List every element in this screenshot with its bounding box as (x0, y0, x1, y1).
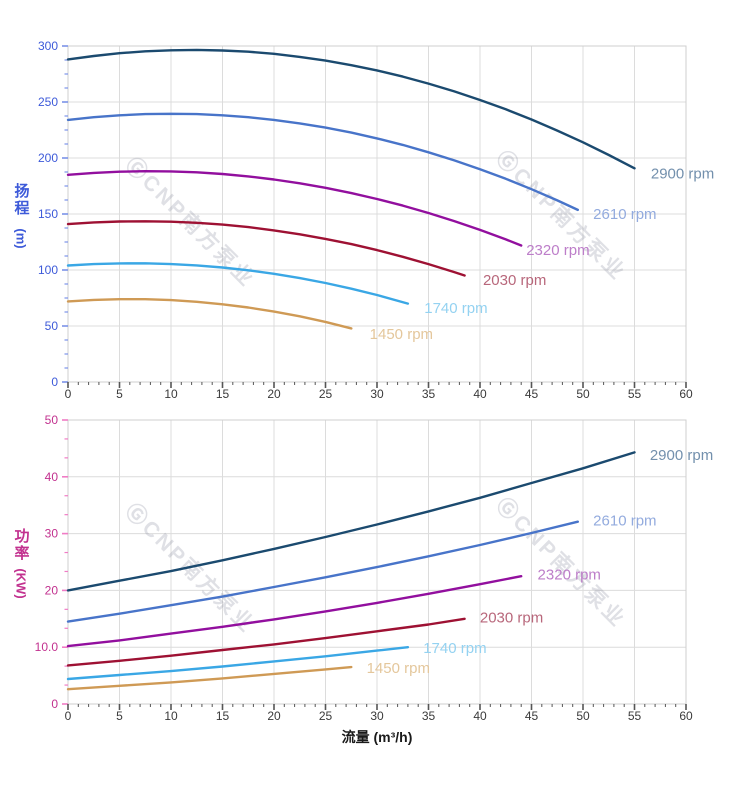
x-tick-label: 0 (65, 387, 72, 401)
x-tick-label: 45 (525, 387, 539, 401)
y-tick-label: 100 (38, 263, 58, 277)
head-axis-unit: (m) (13, 228, 29, 249)
series-label-1450-rpm: 1450 rpm (370, 326, 433, 343)
x-tick-label: 40 (473, 709, 487, 723)
series-label-2900-rpm: 2900 rpm (651, 166, 714, 183)
series-label-2320-rpm: 2320 rpm (538, 566, 601, 583)
x-tick-label: 20 (267, 387, 281, 401)
x-tick-label: 5 (116, 709, 123, 723)
x-tick-label: 30 (370, 709, 384, 723)
y-tick-label: 50 (45, 413, 59, 427)
x-tick-label: 25 (319, 387, 333, 401)
x-tick-label: 25 (319, 709, 333, 723)
y-tick-label: 150 (38, 207, 58, 221)
series-label-2030-rpm: 2030 rpm (480, 610, 543, 627)
y-tick-label: 300 (38, 39, 58, 53)
x-tick-label: 55 (628, 709, 642, 723)
y-tick-label: 10.0 (35, 640, 59, 654)
x-tick-label: 15 (216, 387, 230, 401)
x-tick-label: 60 (679, 387, 693, 401)
x-tick-label: 50 (576, 387, 590, 401)
x-tick-label: 0 (65, 709, 72, 723)
series-label-2900-rpm: 2900 rpm (650, 447, 713, 464)
curve-1740-rpm (66, 646, 410, 681)
x-tick-label: 15 (216, 709, 230, 723)
flow-axis-title: 流量 (m³/h) (341, 729, 413, 745)
x-tick-label: 10 (164, 387, 178, 401)
curve-2030-rpm (66, 220, 466, 277)
y-tick-label: 0 (51, 375, 58, 389)
x-tick-label: 45 (525, 709, 539, 723)
curve-2030-rpm (66, 617, 466, 667)
y-tick-label: 30 (45, 527, 59, 541)
curve-2900-rpm (66, 451, 636, 592)
curve-1450-rpm (66, 298, 353, 330)
x-tick-label: 5 (116, 387, 123, 401)
y-tick-label: 250 (38, 95, 58, 109)
curve-1740-rpm (66, 262, 410, 305)
power-axis-unit: (KW) (13, 568, 29, 599)
x-tick-label: 35 (422, 387, 436, 401)
series-label-2610-rpm: 2610 rpm (593, 206, 656, 223)
power-axis-title-text: 功率 (12, 528, 30, 562)
series-label-2030-rpm: 2030 rpm (483, 272, 546, 289)
x-tick-label: 10 (164, 709, 178, 723)
series-label-1740-rpm: 1740 rpm (423, 640, 486, 657)
x-tick-label: 30 (370, 387, 384, 401)
curve-2320-rpm (66, 170, 523, 247)
y-tick-label: 50 (45, 319, 59, 333)
series-label-1450-rpm: 1450 rpm (367, 660, 430, 677)
brand-watermark: ⒼCNP南方泵业 (121, 499, 261, 639)
series-label-2320-rpm: 2320 rpm (526, 242, 589, 259)
head-axis-title-text: 扬程 (12, 183, 30, 217)
head-axis-title: 扬程 (m) (6, 183, 36, 249)
x-tick-label: 40 (473, 387, 487, 401)
curve-2610-rpm (66, 520, 579, 623)
curve-2900-rpm (66, 48, 636, 170)
x-tick-label: 55 (628, 387, 642, 401)
y-tick-label: 200 (38, 151, 58, 165)
power-axis-title: 功率 (KW) (6, 528, 36, 599)
x-tick-label: 35 (422, 709, 436, 723)
y-tick-label: 0 (51, 697, 58, 711)
curve-2320-rpm (66, 575, 523, 648)
y-tick-label: 40 (45, 470, 59, 484)
y-tick-label: 20 (45, 583, 59, 597)
curve-1450-rpm (66, 665, 353, 691)
curve-2610-rpm (66, 112, 579, 212)
series-label-2610-rpm: 2610 rpm (593, 513, 656, 530)
series-label-1740-rpm: 1740 rpm (424, 300, 487, 317)
x-tick-label: 60 (679, 709, 693, 723)
x-tick-label: 20 (267, 709, 281, 723)
x-tick-label: 50 (576, 709, 590, 723)
